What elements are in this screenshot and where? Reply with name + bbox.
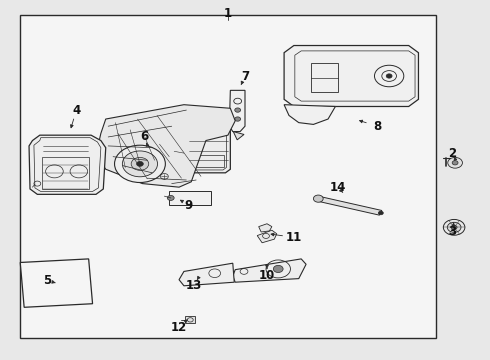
Circle shape bbox=[137, 161, 144, 166]
Circle shape bbox=[115, 145, 165, 183]
Text: 13: 13 bbox=[186, 279, 202, 292]
Bar bbox=[42, 157, 89, 189]
Polygon shape bbox=[233, 132, 244, 140]
Circle shape bbox=[447, 222, 461, 232]
Bar bbox=[20, 15, 436, 338]
Circle shape bbox=[122, 151, 158, 177]
Polygon shape bbox=[179, 263, 234, 286]
Polygon shape bbox=[29, 135, 106, 194]
Polygon shape bbox=[257, 230, 277, 243]
Text: 7: 7 bbox=[241, 69, 249, 82]
Text: 9: 9 bbox=[185, 199, 193, 212]
Circle shape bbox=[448, 157, 463, 168]
Circle shape bbox=[131, 157, 149, 170]
Polygon shape bbox=[233, 259, 306, 282]
Text: 11: 11 bbox=[286, 231, 302, 244]
Circle shape bbox=[314, 195, 323, 202]
Circle shape bbox=[273, 265, 283, 273]
Bar bbox=[191, 154, 224, 167]
Text: 2: 2 bbox=[449, 147, 457, 159]
Polygon shape bbox=[284, 105, 335, 125]
Circle shape bbox=[443, 220, 465, 235]
Text: 10: 10 bbox=[259, 269, 275, 282]
Circle shape bbox=[452, 161, 458, 165]
Bar bbox=[185, 316, 195, 323]
Circle shape bbox=[386, 74, 392, 78]
Text: 3: 3 bbox=[449, 225, 457, 238]
Text: 8: 8 bbox=[373, 120, 381, 133]
Bar bbox=[311, 63, 338, 92]
Polygon shape bbox=[316, 196, 382, 215]
Text: 12: 12 bbox=[171, 320, 187, 333]
Text: 14: 14 bbox=[330, 181, 346, 194]
Polygon shape bbox=[229, 90, 245, 132]
Polygon shape bbox=[181, 116, 230, 173]
Text: 6: 6 bbox=[141, 130, 149, 144]
Text: 4: 4 bbox=[73, 104, 80, 117]
Circle shape bbox=[378, 211, 383, 215]
Circle shape bbox=[203, 129, 208, 132]
Text: 1: 1 bbox=[224, 7, 232, 20]
Circle shape bbox=[451, 225, 457, 229]
Polygon shape bbox=[259, 224, 272, 232]
Polygon shape bbox=[96, 105, 235, 187]
Polygon shape bbox=[284, 45, 418, 107]
Circle shape bbox=[167, 195, 174, 201]
Text: 5: 5 bbox=[43, 274, 51, 287]
Polygon shape bbox=[20, 259, 93, 307]
Circle shape bbox=[235, 108, 241, 112]
Circle shape bbox=[235, 117, 241, 121]
Bar bbox=[169, 191, 211, 205]
